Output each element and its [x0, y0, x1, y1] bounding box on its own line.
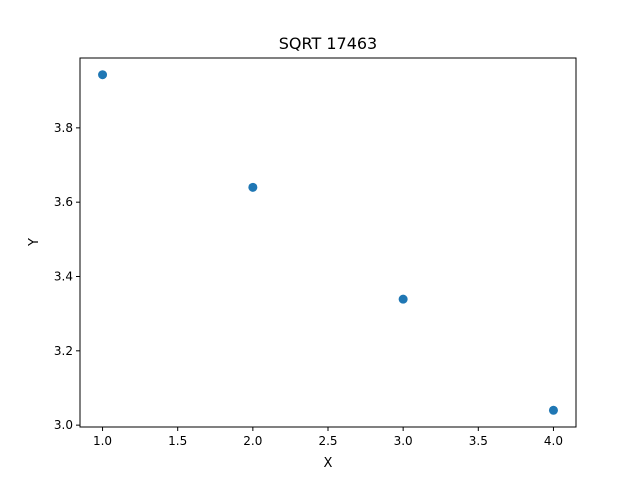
- x-tick-label: 3.5: [469, 434, 488, 448]
- y-tick-label: 3.0: [54, 418, 73, 432]
- y-tick-label: 3.6: [54, 195, 73, 209]
- data-point: [98, 70, 108, 80]
- x-tick-label: 3.0: [394, 434, 413, 448]
- x-tick-label: 1.5: [168, 434, 187, 448]
- y-tick-label: 3.2: [54, 344, 73, 358]
- x-tick-label: 2.0: [243, 434, 262, 448]
- data-points: [98, 70, 558, 415]
- x-tick-label: 2.5: [318, 434, 337, 448]
- data-point: [248, 182, 258, 192]
- x-tick-label: 1.0: [93, 434, 112, 448]
- data-point: [548, 405, 558, 415]
- chart-title: SQRT 17463: [279, 34, 377, 53]
- data-point: [398, 294, 408, 304]
- x-axis-label: X: [324, 456, 333, 471]
- y-axis-label: Y: [27, 238, 42, 247]
- y-axis: 3.0 3.2 3.4 3.6 3.8: [54, 121, 80, 432]
- y-tick-label: 3.8: [54, 121, 73, 135]
- x-axis: 1.0 1.5 2.0 2.5 3.0 3.5 4.0: [93, 427, 563, 448]
- plot-area-frame: [79, 57, 577, 428]
- y-tick-label: 3.4: [54, 270, 73, 284]
- x-tick-label: 4.0: [544, 434, 563, 448]
